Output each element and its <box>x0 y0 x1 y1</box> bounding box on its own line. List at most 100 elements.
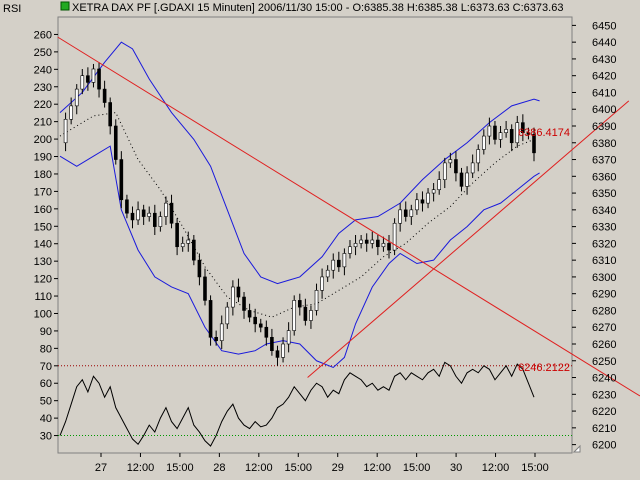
candle-up <box>69 105 73 120</box>
candle <box>476 144 481 172</box>
left-tick-label: 260 <box>34 29 52 41</box>
price-tick-label: 6450 <box>592 20 616 32</box>
candle-up <box>320 276 324 291</box>
candle-down <box>297 300 302 308</box>
candle <box>231 280 235 316</box>
candle <box>136 201 140 225</box>
candle <box>325 265 330 282</box>
candle-down <box>113 125 118 160</box>
candle <box>337 251 341 272</box>
candle-down <box>459 172 464 187</box>
candle-up <box>437 179 442 191</box>
left-tick-label: 200 <box>34 134 52 146</box>
candle <box>169 194 174 229</box>
candle <box>470 154 475 178</box>
candle <box>331 253 336 279</box>
candle <box>454 151 458 182</box>
candle-down <box>376 239 380 248</box>
candle <box>63 112 68 152</box>
candle <box>219 315 224 350</box>
candle-down <box>264 326 269 338</box>
price-tick-label: 6330 <box>592 222 616 234</box>
price-tick-label: 6270 <box>592 322 616 334</box>
left-tick-label: 170 <box>34 186 52 198</box>
price-tick-label: 6360 <box>592 171 616 183</box>
resize-grip-icon[interactable] <box>572 444 581 453</box>
price-tick-label: 6300 <box>592 272 616 284</box>
candle <box>409 204 414 225</box>
candle <box>320 268 324 299</box>
price-tick-label: 6400 <box>592 104 616 116</box>
candle-up <box>381 243 386 248</box>
candle-up <box>74 88 79 107</box>
candle-down <box>493 125 497 140</box>
candle <box>426 188 430 209</box>
candle-up <box>136 209 140 221</box>
candle <box>97 62 101 98</box>
candle-up <box>180 243 185 248</box>
candle-down <box>102 88 107 103</box>
plot-area <box>57 16 640 454</box>
bollinger-lower <box>59 145 540 369</box>
price-tick-label: 6200 <box>592 440 616 452</box>
left-tick-label: 140 <box>34 239 52 251</box>
price-tick-label: 6390 <box>592 121 616 133</box>
candle <box>130 206 135 229</box>
left-axis: 30 40 50 60 70 80 90 100 110 120 130 140 150 160 170 18… <box>34 29 58 443</box>
candle-up <box>186 239 191 244</box>
candle <box>387 235 391 259</box>
candle <box>359 235 363 249</box>
candle-up <box>147 212 152 217</box>
candle <box>515 115 520 148</box>
candle-up <box>292 300 297 331</box>
candle <box>348 240 352 259</box>
left-tick-label: 120 <box>34 274 52 286</box>
candle <box>532 127 536 162</box>
candle <box>275 345 280 366</box>
left-tick-label: 50 <box>40 396 52 408</box>
candle <box>208 295 213 346</box>
candle <box>180 236 185 252</box>
candle-down <box>532 134 536 154</box>
candle <box>381 236 386 252</box>
candle-down <box>403 209 408 217</box>
candle-down <box>242 296 246 311</box>
candle <box>303 298 308 326</box>
chart-title: XETRA DAX PF [.GDAXI 15 Minuten] 2006/11… <box>72 2 563 14</box>
candle <box>415 193 419 215</box>
candle-down <box>521 122 525 134</box>
candle-down <box>526 132 531 135</box>
price-tick-label: 6380 <box>592 138 616 150</box>
candle <box>175 218 179 256</box>
candle <box>498 126 503 148</box>
candle <box>108 97 112 135</box>
candle <box>526 127 531 140</box>
candle-up <box>91 68 96 83</box>
candle-down <box>236 286 241 298</box>
green-square-icon <box>60 1 70 11</box>
candle <box>74 84 79 115</box>
candle-up <box>158 216 163 227</box>
candle-up <box>342 253 347 268</box>
candle-down <box>454 159 458 174</box>
candle <box>309 305 313 329</box>
candle-down <box>130 212 135 221</box>
candle-down <box>509 129 514 144</box>
candle <box>509 124 514 152</box>
candle-down <box>214 336 218 341</box>
candle <box>314 283 319 316</box>
candle-up <box>231 286 235 308</box>
price-tick-label: 6250 <box>592 356 616 368</box>
candle-up <box>219 323 224 341</box>
candle-up <box>448 159 453 164</box>
plot-frame <box>57 16 573 454</box>
candle <box>442 157 447 189</box>
left-tick-label: 210 <box>34 117 52 129</box>
candle <box>113 119 118 165</box>
time-tick-label: 30 <box>450 462 462 474</box>
candle-up <box>63 118 68 144</box>
candle-down <box>203 276 207 301</box>
candle <box>448 152 453 168</box>
candle-up <box>281 343 285 358</box>
candle-down <box>192 239 196 261</box>
